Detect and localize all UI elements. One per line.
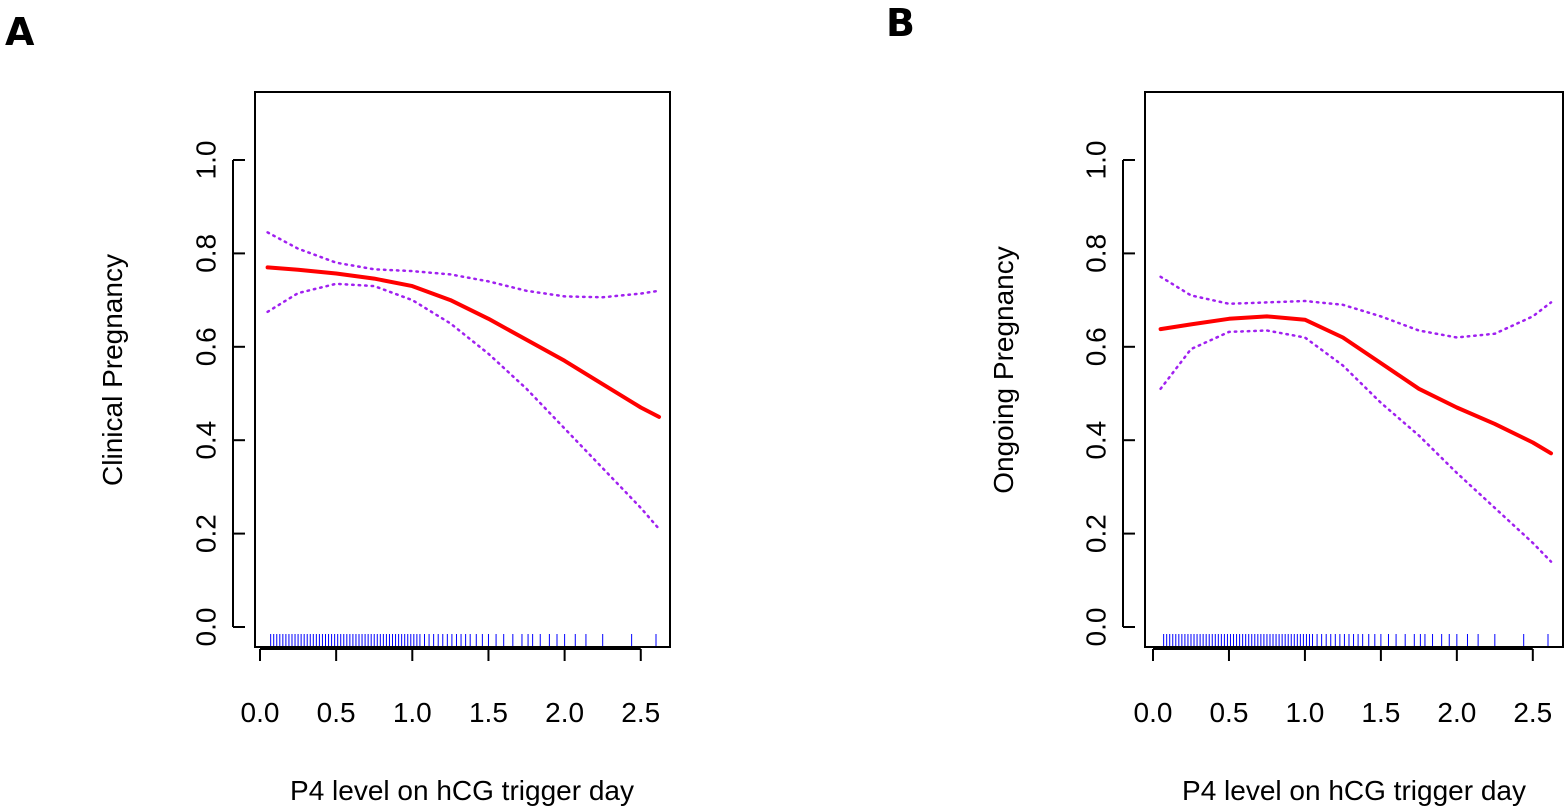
panel-label-b: B [886,1,915,45]
panel-label-a: A [5,10,35,54]
y-tick-label: 0.8 [1080,234,1111,273]
x-tick-label: 0.0 [241,697,280,728]
y-tick-label: 0.8 [190,234,221,273]
y-tick-label: 0.4 [1080,421,1111,460]
y-tick-label: 0.0 [1080,608,1111,647]
y-axis-title-a: Clinical Pregnancy [97,254,128,486]
x-axis-title-a: P4 level on hCG trigger day [290,775,634,806]
x-tick-label: 1.5 [1361,697,1400,728]
y-tick-label: 0.0 [190,608,221,647]
lower-ci-curve [1159,329,1553,563]
y-tick-label: 1.0 [1080,141,1111,180]
fit-curve [1158,314,1553,456]
plot-frame-a [254,91,671,648]
x-tick-label: 2.0 [545,697,584,728]
panel-b: B 0.0 0.5 1.0 1.5 2.0 2.5 0.0 0.2 0.4 0.6 0.8 1.0 P… [886,1,1564,806]
y-tick-label: 0.2 [190,514,221,553]
y-tick-label: 0.6 [1080,327,1111,366]
x-tick-label: 1.0 [1285,697,1324,728]
plot-area-a: 0.0 0.5 1.0 1.5 2.0 2.5 0.0 0.2 0.4 0.6 0.8 1.0 [190,141,661,728]
x-tick-label: 0.0 [1134,697,1173,728]
upper-ci-curve [1159,275,1553,339]
upper-ci-curve [266,231,661,299]
y-tick-label: 0.6 [190,327,221,366]
lower-ci-curve [266,282,661,531]
x-tick-label: 0.5 [317,697,356,728]
y-axis-title-b: Ongoing Pregnancy [988,246,1019,494]
x-tick-label: 1.5 [469,697,508,728]
plot-area-b: 0.0 0.5 1.0 1.5 2.0 2.5 0.0 0.2 0.4 0.6 0.8 1.0 [1080,141,1553,728]
x-tick-label: 2.5 [621,697,660,728]
panel-a: A 0.0 0.5 1.0 1.5 2.0 2.5 0.0 0.2 0.4 0.6 0.8 1.0 P… [5,10,671,806]
x-tick-label: 0.5 [1209,697,1248,728]
x-tick-label: 1.0 [393,697,432,728]
y-tick-label: 0.4 [190,421,221,460]
x-tick-label: 2.5 [1513,697,1552,728]
plot-frame-b [1144,91,1564,648]
x-tick-label: 2.0 [1437,697,1476,728]
fit-curve [265,265,661,419]
y-tick-label: 0.2 [1080,514,1111,553]
y-tick-label: 1.0 [190,141,221,180]
x-axis-title-b: P4 level on hCG trigger day [1182,775,1526,806]
